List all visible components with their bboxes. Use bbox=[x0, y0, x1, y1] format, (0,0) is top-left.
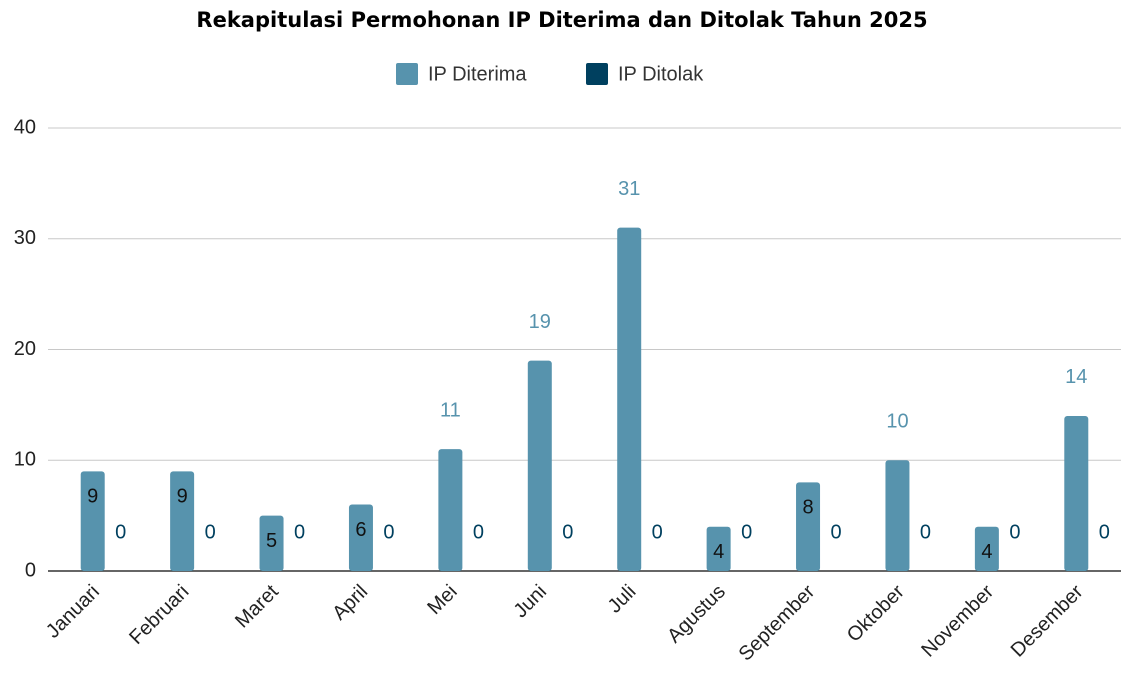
x-tick-label: Juni bbox=[510, 581, 552, 623]
data-label: 9 bbox=[87, 486, 98, 508]
x-tick-label: Maret bbox=[231, 580, 283, 632]
data-label: 0 bbox=[115, 521, 126, 543]
bar bbox=[617, 227, 642, 572]
bar bbox=[1064, 415, 1089, 571]
data-label: 19 bbox=[529, 311, 551, 333]
data-label: 4 bbox=[981, 541, 992, 563]
x-tick-label: September bbox=[735, 580, 820, 665]
legend-swatch bbox=[586, 63, 608, 85]
bar bbox=[527, 360, 552, 571]
y-tick-label: 20 bbox=[14, 338, 36, 360]
data-label: 0 bbox=[830, 521, 841, 543]
x-tick-label: November bbox=[917, 580, 998, 661]
bar bbox=[974, 526, 999, 571]
x-tick-label: April bbox=[328, 581, 372, 625]
bar bbox=[80, 471, 105, 571]
bar bbox=[706, 526, 731, 571]
x-tick-label: Februari bbox=[125, 581, 193, 649]
bar bbox=[438, 449, 463, 571]
data-label: 0 bbox=[1009, 521, 1020, 543]
y-tick-label: 30 bbox=[14, 227, 36, 249]
bar bbox=[348, 504, 373, 571]
y-tick-label: 10 bbox=[14, 449, 36, 471]
data-label: 4 bbox=[713, 541, 724, 563]
data-label: 5 bbox=[266, 530, 277, 552]
x-tick-label: Agustus bbox=[663, 581, 730, 648]
data-label: 0 bbox=[473, 521, 484, 543]
legend-label: IP Diterima bbox=[428, 63, 527, 85]
data-label: 0 bbox=[383, 521, 394, 543]
data-label: 31 bbox=[618, 178, 640, 200]
bar bbox=[885, 460, 910, 571]
y-tick-label: 0 bbox=[25, 559, 36, 581]
data-label: 0 bbox=[205, 521, 216, 543]
legend-swatch bbox=[396, 63, 418, 85]
data-label: 10 bbox=[886, 411, 908, 433]
x-tick-label: Oktober bbox=[843, 580, 909, 646]
data-label: 9 bbox=[177, 486, 188, 508]
x-tick-label: Januari bbox=[42, 581, 104, 643]
data-label: 14 bbox=[1065, 366, 1087, 388]
data-label: 8 bbox=[802, 497, 813, 519]
data-label: 11 bbox=[440, 399, 461, 421]
chart-title: Rekapitulasi Permohonan IP Diterima dan … bbox=[196, 8, 927, 32]
data-label: 0 bbox=[652, 521, 663, 543]
data-label: 0 bbox=[562, 521, 573, 543]
bar bbox=[796, 482, 821, 571]
bar bbox=[170, 471, 195, 571]
data-label: 0 bbox=[920, 521, 931, 543]
data-label: 0 bbox=[741, 521, 752, 543]
legend-label: IP Ditolak bbox=[618, 63, 704, 85]
data-label: 0 bbox=[1099, 521, 1110, 543]
y-tick-label: 40 bbox=[14, 116, 36, 138]
x-tick-label: Juli bbox=[604, 581, 641, 618]
data-label: 0 bbox=[294, 521, 305, 543]
x-tick-label: Mei bbox=[423, 581, 461, 619]
bar bbox=[259, 515, 284, 571]
x-tick-label: Desember bbox=[1007, 580, 1088, 661]
data-label: 6 bbox=[355, 519, 366, 541]
